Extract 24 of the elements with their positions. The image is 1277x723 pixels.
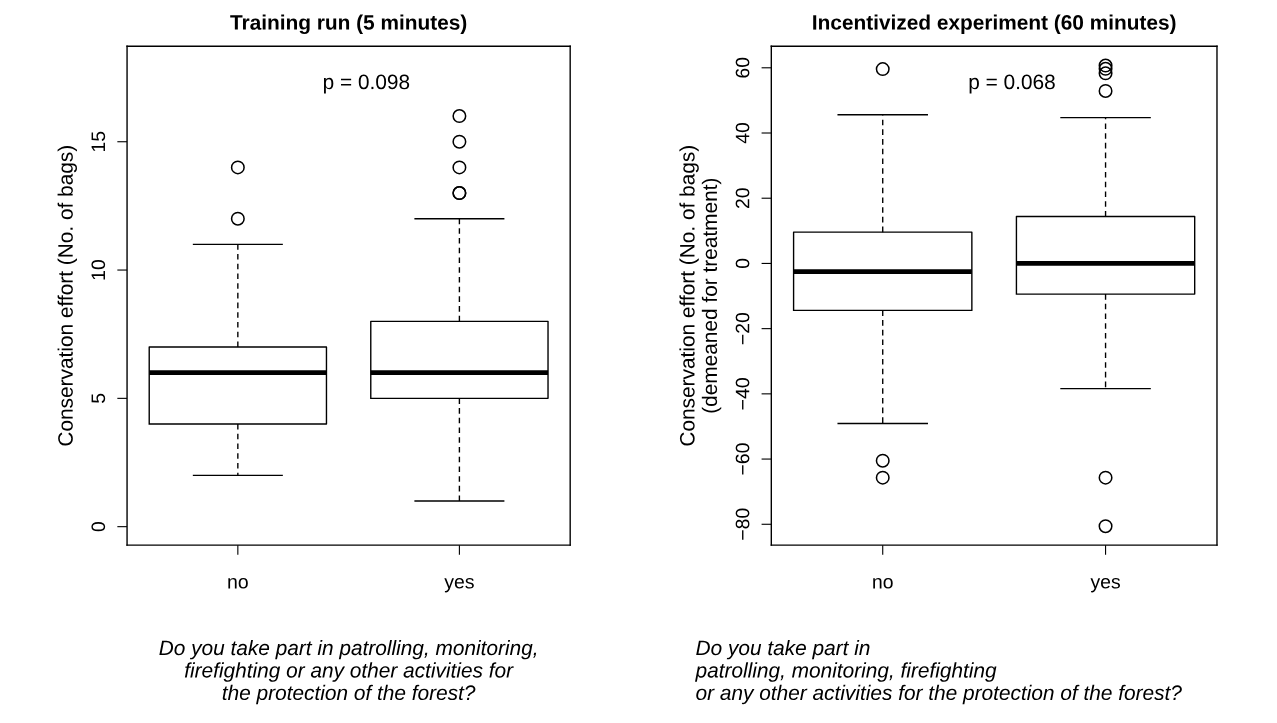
x-axis-title: Do you take part in patrolling, monitoring, firefighting or any other activities for the protection of the forest? xyxy=(695,639,1182,705)
chart-title: Training run (5 minutes) xyxy=(230,14,467,35)
y-tick-label: 20 xyxy=(735,188,750,209)
y-tick-label: −40 xyxy=(735,378,750,410)
y-tick-label: 5 xyxy=(91,393,106,403)
y-axis-title: Conservation effort (No. of bags) xyxy=(57,146,77,446)
y-tick-label: −60 xyxy=(735,443,750,475)
chart-title: Incentivized experiment (60 minutes) xyxy=(813,14,1176,34)
x-axis-title: Do you take part in patrolling, monitoring, firefighting or any other activities for the protection of the forest? xyxy=(159,639,537,705)
y-axis-title: Conservation effort (No. of bags) (demeaned for treatment) xyxy=(679,146,722,446)
y-tick-label: −20 xyxy=(735,312,750,345)
y-tick-label: 40 xyxy=(735,122,750,144)
y-tick-label: −80 xyxy=(735,508,750,540)
x-tick-label: yes xyxy=(1090,577,1120,593)
x-tick-label: no xyxy=(228,577,248,589)
x-tick-label: no xyxy=(873,577,893,589)
annotation: p = 0.068 xyxy=(969,74,1055,94)
y-tick-label: 0 xyxy=(91,522,106,532)
x-tick-label: yes xyxy=(444,577,474,593)
y-tick-label: 0 xyxy=(735,258,750,269)
y-tick-label: 60 xyxy=(735,57,750,78)
annotation: p = 0.098 xyxy=(323,74,410,94)
y-tick-label: 15 xyxy=(91,131,106,152)
y-tick-label: 10 xyxy=(91,259,106,280)
